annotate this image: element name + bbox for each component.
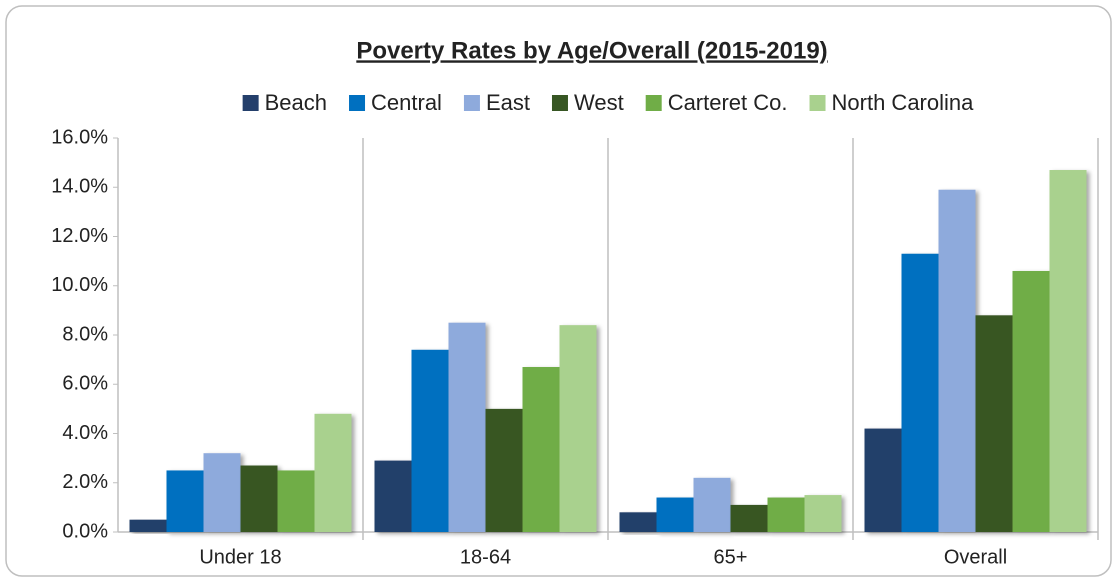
bar — [656, 497, 694, 532]
legend-label: North Carolina — [832, 90, 975, 115]
x-tick-label: 65+ — [714, 546, 748, 568]
legend-swatch — [349, 95, 366, 111]
y-tick-label: 16.0% — [51, 126, 108, 148]
legend-swatch — [809, 95, 826, 111]
bar — [767, 497, 805, 532]
y-tick-label: 4.0% — [62, 422, 108, 444]
y-tick-label: 12.0% — [51, 225, 108, 247]
y-tick-label: 2.0% — [62, 471, 108, 493]
bar — [559, 325, 597, 532]
y-tick-label: 10.0% — [51, 274, 108, 296]
bar — [277, 470, 315, 532]
y-tick-label: 14.0% — [51, 176, 108, 198]
bar — [374, 460, 412, 532]
legend-swatch — [645, 95, 662, 111]
legend-label: Carteret Co. — [668, 90, 788, 115]
y-tick-label: 8.0% — [62, 323, 108, 345]
bar — [240, 465, 278, 532]
bar — [804, 495, 842, 532]
chart-title: Poverty Rates by Age/Overall (2015-2019) — [356, 37, 827, 64]
legend: Beach Central East West Carteret Co. North Ca… — [242, 90, 975, 115]
bar — [730, 504, 768, 532]
chart-border — [5, 5, 1112, 577]
bar — [864, 428, 902, 532]
bar — [129, 519, 167, 532]
bar — [485, 408, 523, 532]
bar — [901, 253, 939, 533]
bar — [203, 453, 241, 532]
bar — [975, 315, 1013, 532]
legend-swatch — [242, 95, 259, 111]
y-tick-label: 0.0% — [62, 520, 108, 542]
bar — [1012, 270, 1050, 532]
bar — [1049, 170, 1087, 532]
bar — [411, 349, 449, 532]
legend-swatch — [551, 95, 568, 111]
legend-swatch — [463, 95, 480, 111]
bar — [619, 512, 657, 532]
legend-label: West — [574, 90, 624, 115]
x-tick-label: Under 18 — [199, 546, 281, 568]
bar — [166, 470, 204, 532]
bar — [314, 413, 352, 532]
x-tick-label: 18-64 — [460, 546, 511, 568]
legend-label: East — [486, 90, 530, 115]
y-tick-label: 6.0% — [62, 373, 108, 395]
x-tick-label: Overall — [944, 546, 1007, 568]
bar — [522, 367, 560, 532]
bar — [448, 322, 486, 532]
legend-label: Central — [371, 90, 442, 115]
bar — [938, 189, 976, 532]
bar — [693, 477, 731, 532]
legend-label: Beach — [265, 90, 327, 115]
